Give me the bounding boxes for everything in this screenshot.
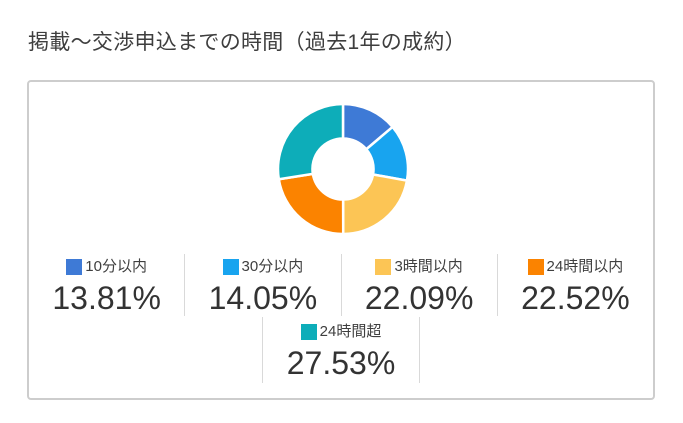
legend-color-swatch xyxy=(66,259,83,275)
legend-label: 3時間以内 xyxy=(394,258,463,275)
legend-color-swatch xyxy=(300,324,317,340)
donut-segment-3 xyxy=(277,172,345,236)
legend-value: 22.52% xyxy=(521,280,630,316)
donut-segment-4 xyxy=(276,102,345,181)
legend-color-swatch xyxy=(527,259,544,275)
legend-value: 13.81% xyxy=(52,280,161,316)
legend-item-header: 10分以内 xyxy=(66,257,147,277)
legend-label: 24時間超 xyxy=(319,323,382,340)
legend-item: 24時間超 27.53% xyxy=(262,317,420,383)
legend-item: 30分以内 14.05% xyxy=(184,254,340,316)
legend-item: 3時間以内 22.09% xyxy=(340,254,497,316)
legend-item: 10分以内 13.81% xyxy=(29,254,184,316)
donut-chart xyxy=(275,101,411,237)
legend-item-header: 30分以内 xyxy=(222,257,304,277)
legend-row-top: 10分以内 13.81% 30分以内 14.05% 3時間以内 22.09% 24時間以内 2… xyxy=(29,254,653,316)
legend-item-header: 3時間以内 xyxy=(375,257,463,277)
legend-row-bottom: 24時間超 27.53% xyxy=(262,317,420,383)
legend-color-swatch xyxy=(222,259,239,275)
page-title: 掲載〜交渉申込までの時間（過去1年の成約） xyxy=(28,31,466,54)
donut-segment-2 xyxy=(341,173,409,236)
legend-value: 22.09% xyxy=(364,280,474,316)
legend-item: 24時間以内 22.52% xyxy=(496,254,653,316)
legend-item-header: 24時間以内 xyxy=(527,257,624,277)
legend-color-swatch xyxy=(375,259,392,275)
chart-card: 10分以内 13.81% 30分以内 14.05% 3時間以内 22.09% 24時間以内 2… xyxy=(27,80,655,400)
legend-label: 24時間以内 xyxy=(546,258,624,275)
donut-svg xyxy=(276,102,410,236)
legend-item-header: 24時間超 xyxy=(300,322,382,342)
legend-value: 14.05% xyxy=(208,280,318,316)
legend-label: 10分以内 xyxy=(85,258,147,275)
legend-label: 30分以内 xyxy=(241,258,304,275)
legend-value: 27.53% xyxy=(286,345,396,381)
